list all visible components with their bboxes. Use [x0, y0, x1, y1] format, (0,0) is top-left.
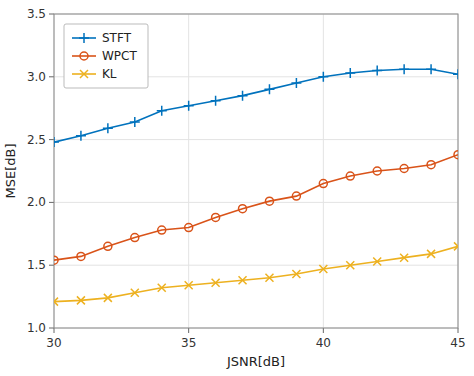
- marker: [399, 64, 409, 74]
- marker: [104, 242, 112, 250]
- marker: [130, 117, 140, 127]
- marker: [239, 205, 247, 213]
- tick: [323, 328, 324, 333]
- marker: [427, 161, 435, 169]
- marker: [426, 64, 436, 74]
- marker: [454, 242, 458, 250]
- marker: [158, 226, 166, 234]
- marker: [239, 276, 247, 284]
- y-axis-label: MSE[dB]: [3, 144, 18, 199]
- tick: [458, 328, 459, 333]
- tick-label: 30: [46, 336, 61, 350]
- tick-label: 40: [316, 336, 331, 350]
- marker: [346, 172, 354, 180]
- legend-marker: [79, 33, 89, 43]
- tick: [49, 76, 54, 77]
- marker: [131, 289, 139, 297]
- marker: [185, 281, 193, 289]
- grid-line: [54, 202, 458, 203]
- tick-label: 45: [450, 336, 465, 350]
- marker: [54, 298, 58, 306]
- grid-line: [54, 139, 458, 140]
- series: [54, 151, 458, 265]
- plot-area: [54, 14, 458, 328]
- tick-label: 2.5: [27, 133, 46, 147]
- tick-label: 3.5: [27, 7, 46, 21]
- grid-line: [323, 14, 324, 328]
- marker: [400, 164, 408, 172]
- marker: [77, 252, 85, 260]
- marker: [292, 192, 300, 200]
- marker: [212, 213, 220, 221]
- marker: [54, 137, 59, 147]
- marker: [453, 69, 458, 79]
- legend-swatch: [72, 55, 96, 57]
- tick-label: 3.0: [27, 70, 46, 84]
- marker: [212, 279, 220, 287]
- marker: [76, 131, 86, 141]
- grid: [54, 14, 458, 328]
- marker: [238, 91, 248, 101]
- x-axis-label: JSNR[dB]: [226, 354, 285, 369]
- marker: [158, 284, 166, 292]
- marker: [54, 256, 58, 264]
- tick-label: 1.0: [27, 321, 46, 335]
- marker: [345, 68, 355, 78]
- legend-label: STFT: [102, 31, 132, 45]
- marker: [265, 274, 273, 282]
- line: [54, 155, 458, 261]
- marker: [292, 270, 300, 278]
- marker: [346, 261, 354, 269]
- marker: [372, 66, 382, 76]
- grid-line: [54, 265, 458, 266]
- tick: [188, 328, 189, 333]
- marker: [291, 78, 301, 88]
- marker: [264, 84, 274, 94]
- legend-marker: [80, 70, 88, 78]
- marker: [318, 72, 328, 82]
- legend-label: WPCT: [102, 49, 137, 63]
- data: [54, 64, 458, 305]
- series: [54, 242, 458, 305]
- marker: [77, 296, 85, 304]
- tick: [49, 265, 54, 266]
- tick: [49, 202, 54, 203]
- legend-marker: [80, 52, 88, 60]
- tick-label: 2.0: [27, 195, 46, 209]
- marker: [131, 234, 139, 242]
- marker: [103, 123, 113, 133]
- legend-label: KL: [102, 67, 117, 81]
- legend-box: [64, 24, 148, 88]
- chart: 30 35 40 45 1.0 1.5 2.0 2.5 3.0 3.5 JSNR[dB] MSE[dB…: [0, 0, 474, 376]
- series: [54, 64, 458, 147]
- marker: [373, 257, 381, 265]
- marker: [211, 96, 221, 106]
- grid-line: [188, 14, 189, 328]
- legend: STFT WPCT KL: [64, 24, 148, 88]
- frame: [54, 14, 458, 328]
- tick: [49, 139, 54, 140]
- marker: [400, 254, 408, 262]
- marker: [184, 101, 194, 111]
- marker: [185, 224, 193, 232]
- tick-label: 1.5: [27, 258, 46, 272]
- marker: [454, 151, 458, 159]
- marker: [104, 294, 112, 302]
- marker: [319, 265, 327, 273]
- line: [54, 246, 458, 301]
- tick: [54, 328, 55, 333]
- tick-label: 35: [181, 336, 196, 350]
- tick: [49, 328, 54, 329]
- marker: [319, 180, 327, 188]
- marker: [265, 197, 273, 205]
- marker: [157, 106, 167, 116]
- marker: [427, 250, 435, 258]
- axes: 30 35 40 45 1.0 1.5 2.0 2.5 3.0 3.5: [27, 7, 466, 350]
- tick: [49, 14, 54, 15]
- marker: [373, 167, 381, 175]
